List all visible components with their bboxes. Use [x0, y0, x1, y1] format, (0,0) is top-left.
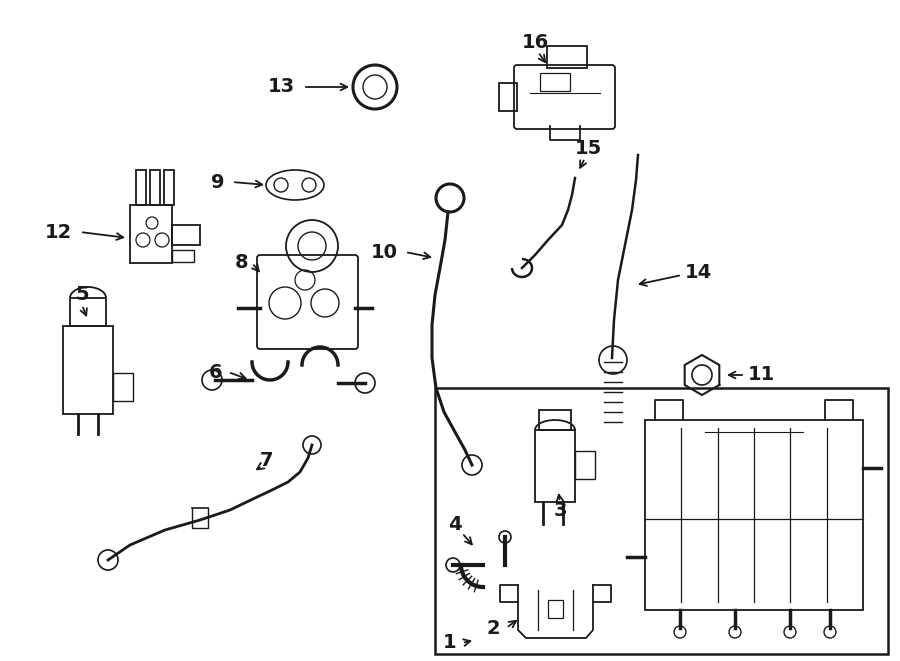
Bar	[63, 326, 113, 414]
Bar	[70, 298, 106, 326]
Bar	[575, 451, 595, 479]
Text: 14: 14	[685, 262, 712, 282]
Bar	[172, 250, 194, 262]
Bar	[150, 170, 160, 205]
Bar	[164, 170, 174, 205]
Bar	[548, 600, 563, 618]
Text: 13: 13	[268, 77, 295, 97]
Text: 11: 11	[748, 366, 775, 385]
Text: 2: 2	[486, 619, 500, 637]
Text: 1: 1	[443, 633, 457, 652]
Text: 9: 9	[212, 173, 225, 192]
Bar	[172, 225, 200, 245]
Bar	[130, 205, 172, 263]
Text: 3: 3	[554, 500, 567, 520]
Bar	[113, 373, 133, 401]
Text: 15: 15	[574, 139, 601, 157]
Bar	[499, 83, 517, 111]
Bar	[535, 430, 575, 502]
Text: 12: 12	[45, 223, 72, 241]
Bar	[435, 388, 888, 654]
Text: 6: 6	[209, 362, 222, 381]
Bar	[136, 170, 146, 205]
Text: 10: 10	[371, 243, 398, 262]
Bar	[547, 46, 587, 68]
Bar	[645, 420, 863, 610]
Text: 16: 16	[521, 32, 549, 52]
Text: 7: 7	[260, 451, 274, 469]
Bar	[540, 73, 570, 91]
Text: 5: 5	[76, 286, 89, 305]
Text: 8: 8	[234, 253, 248, 272]
Text: 4: 4	[448, 516, 462, 535]
Bar	[539, 410, 571, 430]
